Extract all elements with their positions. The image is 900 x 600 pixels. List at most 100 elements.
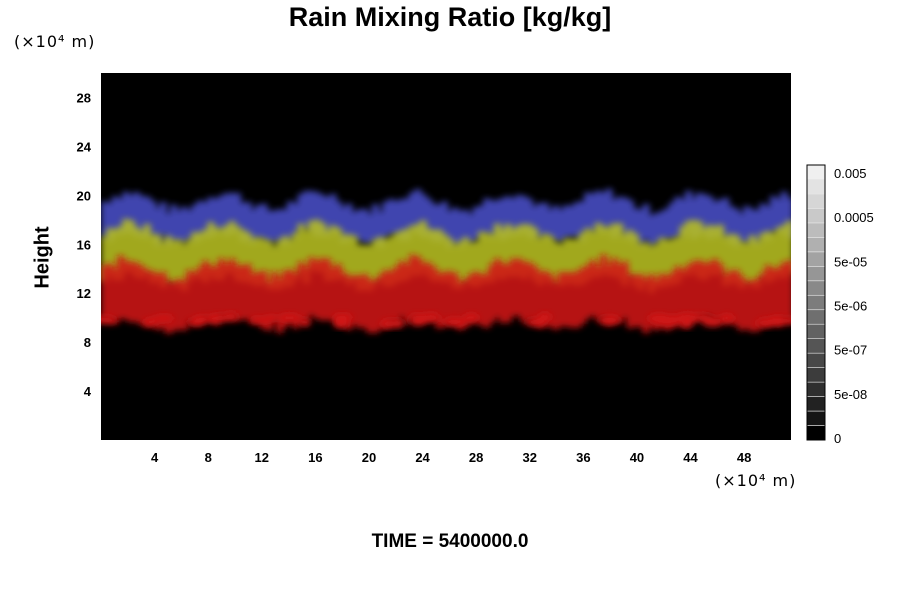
colorbar-cell <box>806 323 826 339</box>
colorbar-cell <box>806 381 826 397</box>
layer-cell <box>191 204 199 243</box>
rain-drop <box>101 318 120 325</box>
colorbar-cell <box>806 410 826 426</box>
layer-cell <box>621 261 629 318</box>
layer-cell <box>122 260 130 320</box>
y-tick-label: 16 <box>77 237 91 252</box>
layer-cell <box>148 233 157 284</box>
layer-cell <box>605 264 613 325</box>
layer-cell <box>286 269 295 322</box>
x-tick-label: 20 <box>362 450 376 465</box>
colorbar-cell <box>806 352 826 368</box>
layer-cell <box>164 213 173 246</box>
colorbar-cell <box>806 280 826 296</box>
layer-cell <box>552 205 560 242</box>
layer-cell <box>748 279 756 332</box>
layer-cell <box>509 198 518 236</box>
layer-cell <box>132 227 141 278</box>
layer-cell <box>748 235 756 287</box>
layer-cell <box>201 229 210 283</box>
layer-cell <box>504 224 512 276</box>
colorbar-cell <box>806 367 826 383</box>
rain-drop <box>201 316 215 323</box>
layer-cell <box>711 226 719 276</box>
colorbar-cell <box>806 294 826 311</box>
layer-cell <box>674 236 682 284</box>
layer-cell <box>281 270 289 327</box>
layer-cell <box>477 274 486 326</box>
layer-cell <box>446 271 454 324</box>
x-tick-label: 44 <box>683 450 698 465</box>
layer-cell <box>780 225 788 279</box>
layer-cell <box>398 230 406 282</box>
colorbar-cell <box>806 164 826 180</box>
layer-cell <box>594 190 603 230</box>
layer-cell <box>228 192 236 234</box>
layer-cell <box>488 264 496 323</box>
layer-cell <box>127 220 135 273</box>
layer-cell <box>446 238 454 283</box>
layer-cell <box>323 258 332 321</box>
rain-field <box>101 188 791 334</box>
colorbar-cell <box>806 251 826 267</box>
layer-cell <box>361 274 369 329</box>
layer-cell <box>642 204 650 240</box>
layer-cell <box>456 211 465 247</box>
layer-cell <box>775 227 783 276</box>
colorbar-cell <box>806 208 826 224</box>
layer-cell <box>297 262 305 323</box>
layer-cell <box>297 194 305 231</box>
layer-cell <box>345 276 353 330</box>
layer-cell <box>488 200 496 239</box>
layer-cell <box>440 201 449 241</box>
layer-cell <box>610 223 618 277</box>
layer-cell <box>467 213 475 244</box>
layer-cell <box>456 281 465 330</box>
layer-cell <box>143 224 151 276</box>
layer-cell <box>138 196 146 237</box>
layer-cell <box>371 239 380 286</box>
layer-cell <box>594 222 603 278</box>
layer-cell <box>769 268 778 324</box>
layer-cell <box>260 270 268 329</box>
time-label: TIME = 5400000.0 <box>371 531 529 552</box>
layer-cell <box>366 213 374 244</box>
layer-cell <box>329 225 337 281</box>
layer-cell <box>355 244 364 291</box>
layer-cell <box>775 267 783 326</box>
layer-cell <box>175 279 183 330</box>
rain-drop <box>143 318 158 327</box>
layer-cell <box>323 197 332 237</box>
layer-cell <box>217 195 226 232</box>
layer-cell <box>196 200 204 239</box>
x-tick-label: 28 <box>469 450 483 465</box>
layer-cell <box>143 196 151 238</box>
layer-cell <box>185 270 194 322</box>
layer-cell <box>557 209 565 242</box>
layer-cell <box>684 220 693 276</box>
y-tick-label: 4 <box>84 384 92 399</box>
layer-cell <box>653 279 661 331</box>
layer-cell <box>392 201 401 236</box>
layer-cell <box>228 259 236 316</box>
layer-cell <box>249 273 258 324</box>
layer-cell <box>732 270 741 326</box>
layer-cell <box>573 271 581 328</box>
layer-cell <box>568 238 576 285</box>
layer-cell <box>414 224 422 277</box>
layer-cell <box>180 280 189 331</box>
layer-cell <box>398 261 406 317</box>
layer-cell <box>653 243 661 288</box>
layer-cell <box>435 204 443 242</box>
layer-cell <box>292 232 300 280</box>
layer-cell <box>334 264 342 325</box>
layer-cell <box>270 271 279 323</box>
layer-cell <box>308 191 316 231</box>
layer-cell <box>323 230 332 282</box>
layer-cell <box>477 205 486 238</box>
layer-cell <box>621 197 629 239</box>
layer-cell <box>684 190 693 232</box>
layer-cell <box>743 206 751 245</box>
rain-drop <box>721 314 736 322</box>
layer-cell <box>759 233 767 279</box>
